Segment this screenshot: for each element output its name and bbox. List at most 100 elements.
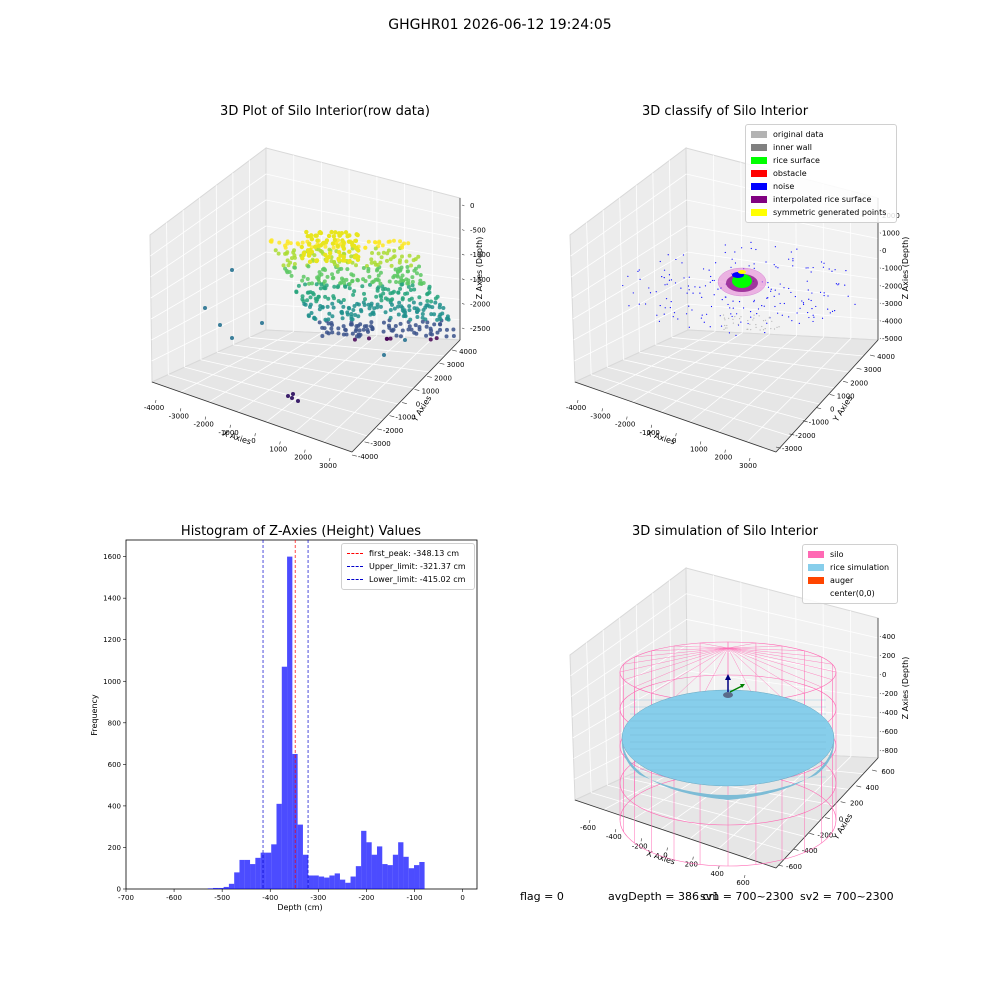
data-point — [381, 287, 386, 292]
panel4-x-tick-label: 200 — [685, 861, 698, 869]
panel4-y-tick-mark — [793, 848, 799, 851]
noise-point — [792, 258, 794, 260]
data-point — [355, 232, 360, 238]
data-point — [417, 295, 422, 300]
data-point — [432, 312, 437, 317]
data-point — [406, 327, 411, 332]
panel2-legend-swatch — [751, 170, 767, 177]
grid-line — [686, 619, 879, 659]
data-point — [320, 305, 325, 310]
panel1-x-tick-label: -4000 — [144, 404, 164, 412]
data-point — [418, 272, 423, 277]
data-point — [413, 257, 418, 262]
data-point — [386, 287, 391, 292]
data-point — [387, 239, 392, 244]
panel4-z-tick-mark — [879, 673, 881, 676]
noise-point — [790, 291, 792, 294]
data-point — [341, 324, 346, 329]
data-point — [396, 312, 401, 317]
data-point — [323, 286, 328, 291]
noise-point — [736, 313, 738, 315]
data-point — [361, 265, 366, 270]
noise-point — [802, 302, 805, 304]
data-point — [366, 239, 371, 244]
noise-point — [805, 267, 807, 269]
data-point — [296, 399, 300, 403]
panel4-x-tick-label: -400 — [606, 833, 622, 841]
panel2-y-tick-mark — [856, 367, 862, 370]
data-point — [283, 243, 288, 248]
grid-line — [217, 351, 414, 389]
data-point — [317, 320, 322, 325]
panel4-z-tick-mark — [879, 635, 881, 638]
panel2-x-tick-label: -4000 — [566, 404, 586, 412]
grid-line — [199, 197, 202, 360]
noise-point — [709, 326, 711, 328]
histogram-bar — [218, 887, 224, 889]
panel1-x-tick-mark — [254, 433, 256, 437]
histogram-bar — [255, 857, 261, 889]
noise-point — [672, 316, 674, 318]
noise-point — [734, 251, 736, 253]
noise-point — [801, 300, 803, 302]
panel1-y-tick-label: -1000 — [395, 414, 415, 422]
panel2-y-tick-mark — [775, 446, 781, 449]
data-point — [304, 229, 309, 235]
original-point — [764, 328, 766, 330]
hist-y-tick-label: 1000 — [103, 678, 121, 686]
data-point — [387, 279, 392, 284]
noise-point — [823, 294, 825, 297]
data-point — [417, 327, 422, 332]
noise-point — [755, 248, 757, 251]
data-point — [218, 323, 222, 327]
panel1-y-tick-label: 1000 — [422, 387, 440, 395]
data-point — [376, 251, 381, 256]
panel4-z-tick-mark — [879, 730, 881, 733]
panel2-legend-swatch — [751, 131, 767, 138]
data-point — [301, 274, 306, 279]
panel1-z-tick-label: -2500 — [470, 325, 490, 333]
grid-line — [215, 185, 218, 353]
grid-line — [265, 251, 461, 280]
panel4-legend-swatch — [808, 564, 824, 571]
grid-line — [652, 172, 657, 345]
data-point — [305, 276, 310, 281]
noise-point — [734, 262, 737, 264]
panel2-y-tick-mark — [829, 394, 835, 396]
data-point — [339, 309, 344, 314]
silo-roof-wire — [727, 647, 805, 651]
data-point — [366, 302, 371, 307]
histogram-bar — [276, 803, 282, 889]
data-point — [409, 263, 414, 268]
data-point — [323, 317, 328, 322]
data-point — [320, 241, 326, 246]
noise-point — [644, 303, 647, 305]
noise-point — [764, 331, 766, 334]
original-point — [755, 324, 757, 326]
panel2-y-tick-label: 1000 — [837, 392, 855, 400]
panel1-y-tick-label: -3000 — [370, 440, 390, 448]
grid-line — [572, 670, 688, 739]
data-point — [339, 266, 344, 271]
data-point — [372, 260, 377, 265]
panel4-legend-swatch — [808, 551, 824, 558]
data-point — [424, 324, 429, 329]
noise-point — [721, 298, 723, 301]
panel4-legend-label: center(0,0) — [830, 589, 875, 598]
noise-point — [747, 322, 749, 325]
panel4-y-tick-mark — [856, 785, 862, 788]
hist-y-label: Frequency — [90, 694, 99, 736]
data-point — [299, 244, 305, 250]
data-point — [416, 254, 421, 259]
data-point — [330, 322, 335, 327]
panel2-y-tick-label: -1000 — [809, 419, 829, 427]
hist-y-tick-label: 400 — [108, 802, 121, 810]
data-point — [338, 253, 343, 258]
data-point — [326, 233, 332, 239]
grid-line — [747, 756, 852, 859]
silo-roof-wire — [634, 647, 729, 658]
data-point — [381, 250, 386, 255]
grid-line — [168, 374, 368, 437]
panel4-z-tick-label: -400 — [882, 709, 898, 717]
data-point — [343, 230, 349, 235]
